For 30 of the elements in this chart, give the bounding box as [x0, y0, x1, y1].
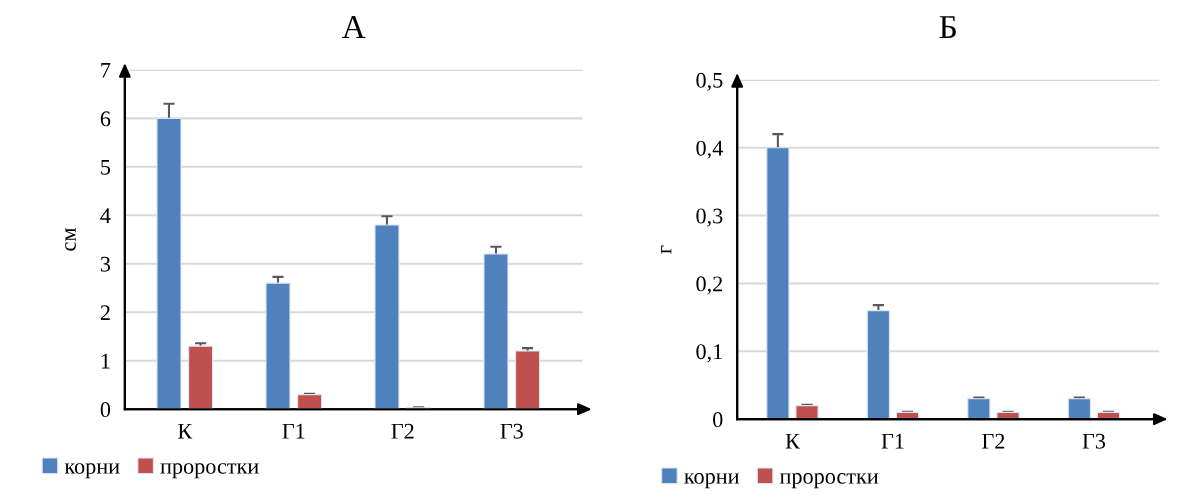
y-tick-label: 1 [101, 353, 110, 369]
x-tick-label: Г1 [282, 423, 305, 439]
y-tick-label: 5 [101, 159, 111, 175]
y-tick-label: 0,4 [696, 140, 723, 159]
x-tick-label: Г3 [1082, 433, 1106, 449]
y-tick-label: 4 [100, 208, 111, 223]
y-axis-title: г [661, 245, 672, 254]
legend-label: корни [684, 473, 740, 489]
y-tick-label: 0 [713, 412, 723, 428]
y-tick-label: 0,3 [696, 208, 723, 227]
legend-label: корни [64, 463, 120, 479]
x-tick-label: Г1 [881, 433, 904, 449]
y-tick-label: 0,2 [696, 276, 723, 295]
chart-title: А [342, 15, 366, 38]
y-tick-label: 6 [100, 111, 111, 127]
y-axis-title: см [65, 228, 76, 251]
x-tick-label: Г2 [982, 433, 1005, 449]
chart-title: Б [939, 16, 956, 38]
legend-label: проростки [160, 463, 259, 479]
x-tick-label: К [785, 433, 800, 449]
x-tick-label: Г2 [391, 423, 414, 439]
x-tick-label: К [178, 423, 193, 439]
y-tick-label: 7 [101, 63, 111, 78]
legend-label: проростки [779, 473, 879, 489]
y-tick-label: 2 [100, 305, 110, 320]
y-tick-label: 0,5 [696, 72, 723, 91]
y-tick-label: 3 [100, 256, 111, 272]
x-tick-label: Г3 [500, 423, 523, 439]
y-tick-label: 0,1 [696, 344, 722, 363]
y-tick-label: 0 [100, 402, 111, 418]
